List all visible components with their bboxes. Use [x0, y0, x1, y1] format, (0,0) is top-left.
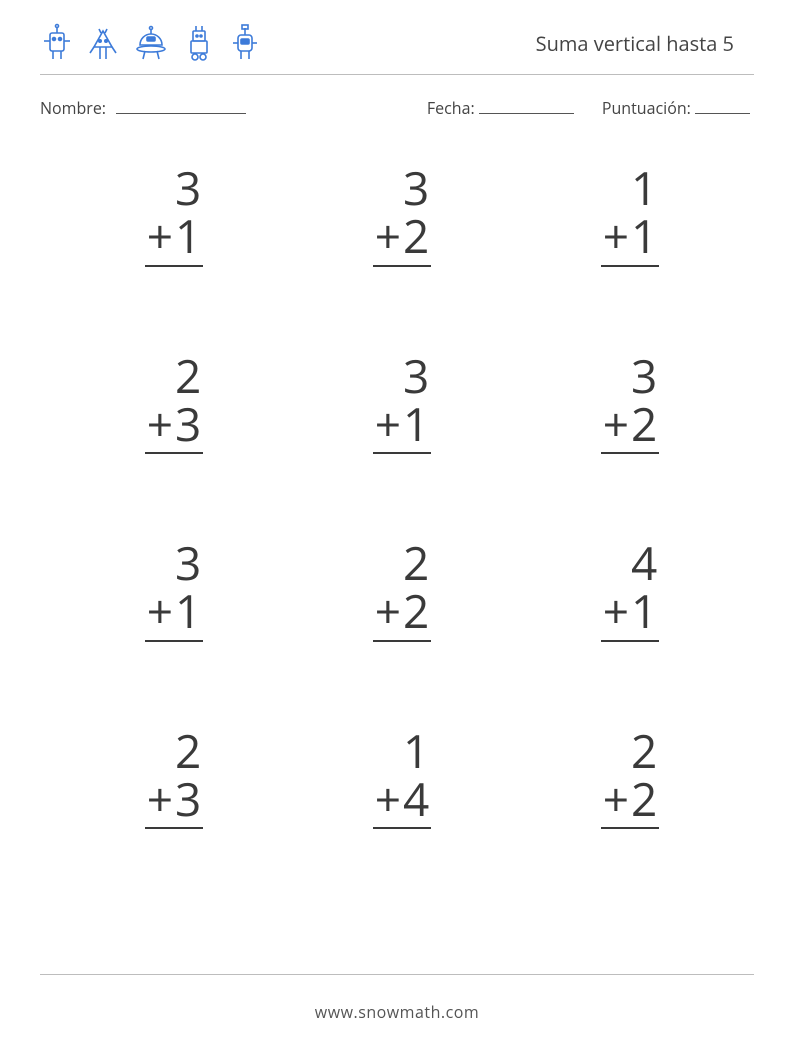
name-field-group: Nombre: [40, 97, 246, 119]
problem-bottom: 1 [403, 393, 429, 455]
problem-bottom-row: +1 [373, 400, 432, 454]
plus-icon: + [375, 768, 401, 830]
robot-d-icon [182, 23, 216, 63]
score-label: Puntuación: [602, 97, 691, 119]
bottom-divider [40, 974, 754, 975]
problem-bottom: 2 [631, 768, 657, 830]
problem-bottom-row: +3 [145, 400, 204, 454]
header: Suma vertical hasta 5 [40, 18, 754, 68]
problem-bottom-row: +1 [145, 587, 204, 641]
plus-icon: + [603, 768, 629, 830]
problem-cell: 3+2 [536, 352, 724, 455]
problem-bottom: 2 [403, 205, 429, 267]
worksheet-title: Suma vertical hasta 5 [536, 30, 754, 57]
problem-bottom: 1 [631, 205, 657, 267]
robot-a-icon [40, 23, 74, 63]
problem-bottom: 3 [175, 393, 201, 455]
robot-c-icon [132, 23, 170, 63]
plus-icon: + [147, 393, 173, 455]
problem-bottom: 4 [403, 768, 429, 830]
problem-bottom-row: +4 [373, 775, 432, 829]
top-divider [40, 74, 754, 75]
plus-icon: + [375, 205, 401, 267]
problem-bottom: 2 [403, 580, 429, 642]
plus-icon: + [147, 768, 173, 830]
plus-icon: + [603, 580, 629, 642]
problem-cell: 2+2 [536, 727, 724, 830]
date-field-group: Fecha: [427, 97, 574, 119]
problem-cell: 2+3 [80, 727, 268, 830]
date-score-group: Fecha: Puntuación: [427, 97, 750, 119]
plus-icon: + [603, 205, 629, 267]
problem-bottom: 1 [631, 580, 657, 642]
problem-bottom: 1 [175, 205, 201, 267]
problem-bottom-row: +2 [373, 587, 432, 641]
problem-bottom-row: +2 [373, 212, 432, 266]
score-field-group: Puntuación: [602, 97, 750, 119]
problem-cell: 3+1 [80, 539, 268, 642]
date-blank[interactable] [479, 99, 574, 114]
worksheet-page: Suma vertical hasta 5 Nombre: Fecha: Pun… [0, 0, 794, 1053]
problem-bottom-row: +2 [601, 400, 660, 454]
plus-icon: + [375, 580, 401, 642]
robot-icon-row [40, 23, 262, 63]
problem-cell: 1+1 [536, 164, 724, 267]
robot-b-icon [86, 23, 120, 63]
problem-cell: 3+2 [308, 164, 496, 267]
plus-icon: + [603, 393, 629, 455]
plus-icon: + [147, 205, 173, 267]
problem-bottom-row: +1 [145, 212, 204, 266]
footer-url: www.snowmath.com [0, 1001, 794, 1023]
problem-cell: 3+1 [80, 164, 268, 267]
problem-cell: 4+1 [536, 539, 724, 642]
problems-grid: 3+1 3+2 1+1 2+3 3+1 3+2 3+1 2+2 4+1 2+3 … [40, 164, 754, 829]
problem-bottom-row: +2 [601, 775, 660, 829]
name-blank[interactable] [116, 99, 246, 114]
problem-cell: 1+4 [308, 727, 496, 830]
problem-bottom-row: +3 [145, 775, 204, 829]
problem-bottom: 2 [631, 393, 657, 455]
robot-e-icon [228, 23, 262, 63]
problem-bottom: 1 [175, 580, 201, 642]
plus-icon: + [147, 580, 173, 642]
problem-cell: 2+3 [80, 352, 268, 455]
problem-bottom-row: +1 [601, 587, 660, 641]
name-label: Nombre: [40, 97, 106, 119]
date-label: Fecha: [427, 97, 475, 119]
meta-row: Nombre: Fecha: Puntuación: [40, 97, 754, 119]
problem-bottom-row: +1 [601, 212, 660, 266]
score-blank[interactable] [695, 99, 750, 114]
problem-bottom: 3 [175, 768, 201, 830]
problem-cell: 2+2 [308, 539, 496, 642]
plus-icon: + [375, 393, 401, 455]
problem-cell: 3+1 [308, 352, 496, 455]
